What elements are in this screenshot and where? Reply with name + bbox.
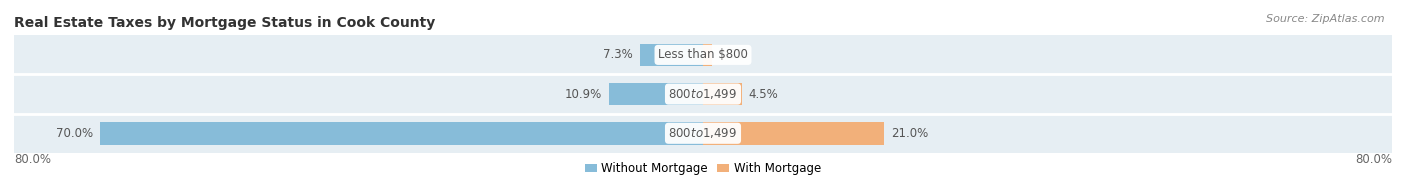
Text: 70.0%: 70.0%	[56, 127, 93, 140]
Text: $800 to $1,499: $800 to $1,499	[668, 126, 738, 140]
Bar	[703, 44, 711, 66]
Text: $800 to $1,499: $800 to $1,499	[668, 87, 738, 101]
Bar	[640, 44, 703, 66]
Bar	[14, 74, 1392, 114]
Text: 1.0%: 1.0%	[718, 48, 748, 61]
Text: 80.0%: 80.0%	[1355, 153, 1392, 166]
Legend: Without Mortgage, With Mortgage: Without Mortgage, With Mortgage	[581, 157, 825, 180]
Text: 7.3%: 7.3%	[603, 48, 633, 61]
Text: 10.9%: 10.9%	[565, 88, 602, 101]
Text: 4.5%: 4.5%	[748, 88, 779, 101]
Text: 80.0%: 80.0%	[14, 153, 51, 166]
Bar	[14, 35, 1392, 74]
Text: 21.0%: 21.0%	[891, 127, 928, 140]
Bar	[14, 114, 1392, 153]
Bar	[100, 122, 703, 145]
Bar	[609, 83, 703, 105]
Bar	[703, 83, 742, 105]
Bar	[703, 122, 884, 145]
Text: Real Estate Taxes by Mortgage Status in Cook County: Real Estate Taxes by Mortgage Status in …	[14, 16, 436, 30]
Text: Source: ZipAtlas.com: Source: ZipAtlas.com	[1267, 14, 1385, 24]
Text: Less than $800: Less than $800	[658, 48, 748, 61]
